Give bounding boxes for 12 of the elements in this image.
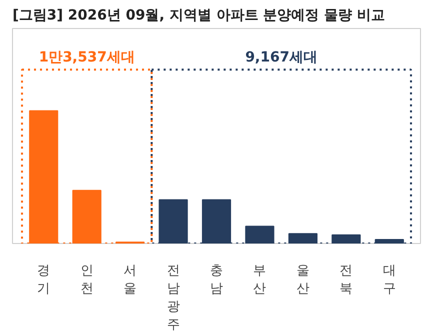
x-tick-label: 인천	[80, 264, 94, 296]
x-tick-label: 부산	[253, 264, 266, 296]
x-tick-label: 경기	[37, 264, 50, 296]
text: 9,167세대	[245, 50, 318, 66]
x-tick-label: 울산	[296, 264, 310, 296]
x-tick-label: 서울	[124, 264, 137, 296]
x-tick-label: 대구	[382, 264, 396, 296]
x-tick-label: 전남광주	[166, 264, 180, 332]
chart-title: [그림3] 2026년 09월, 지역별 아파트 분양예정 물량 비교	[12, 8, 385, 24]
x-tick-label: 전북	[340, 264, 353, 296]
x-tick-label: 충남	[210, 264, 223, 296]
text: 1만3,537세대	[38, 50, 135, 66]
